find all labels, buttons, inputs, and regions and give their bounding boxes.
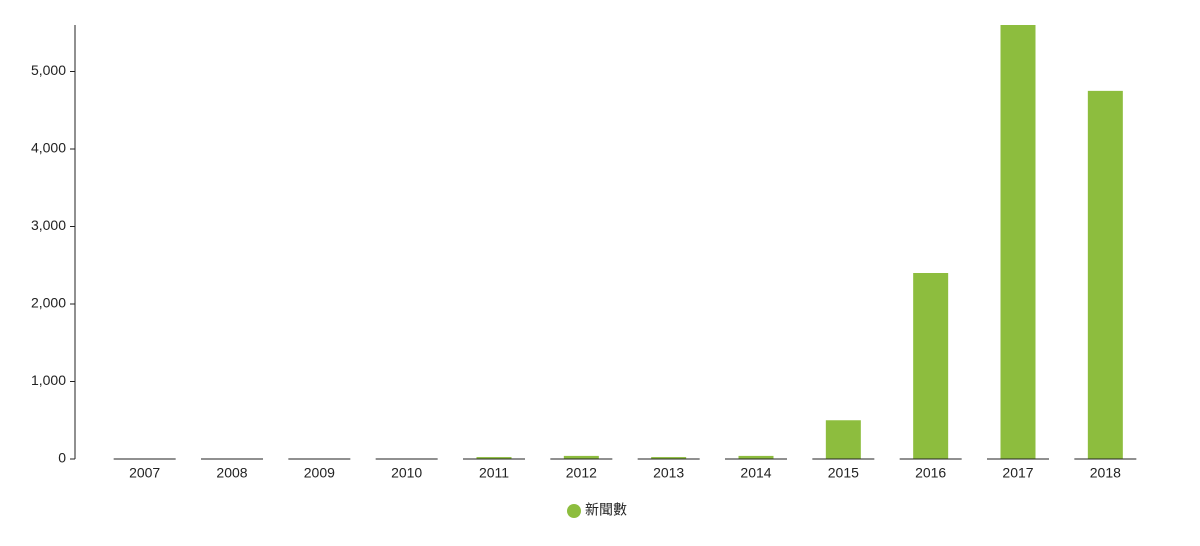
y-tick-label: 5,000: [31, 62, 66, 78]
bar: [825, 420, 861, 459]
x-tick-label: 2012: [566, 465, 597, 481]
x-tick-label: 2010: [391, 465, 422, 481]
x-tick-label: 2007: [129, 465, 160, 481]
y-tick-label: 3,000: [31, 217, 66, 233]
y-tick-label: 0: [58, 450, 66, 466]
bar: [476, 457, 512, 459]
x-tick-label: 2013: [653, 465, 684, 481]
x-tick-label: 2008: [216, 465, 247, 481]
x-tick-label: 2015: [828, 465, 859, 481]
bar: [563, 455, 599, 459]
y-tick-label: 4,000: [31, 140, 66, 156]
bar: [1087, 90, 1123, 459]
x-tick-label: 2018: [1090, 465, 1121, 481]
legend-marker: [567, 504, 581, 518]
x-tick-label: 2011: [479, 465, 509, 481]
x-tick-label: 2014: [740, 465, 771, 481]
y-tick-label: 1,000: [31, 372, 66, 388]
x-tick-label: 2009: [304, 465, 335, 481]
bar: [1000, 25, 1036, 459]
bar: [738, 455, 774, 459]
legend-label: 新聞數: [585, 502, 627, 518]
x-tick-label: 2017: [1002, 465, 1033, 481]
bar: [651, 457, 687, 459]
bar: [913, 273, 949, 459]
y-tick-label: 2,000: [31, 295, 66, 311]
x-tick-label: 2016: [915, 465, 946, 481]
